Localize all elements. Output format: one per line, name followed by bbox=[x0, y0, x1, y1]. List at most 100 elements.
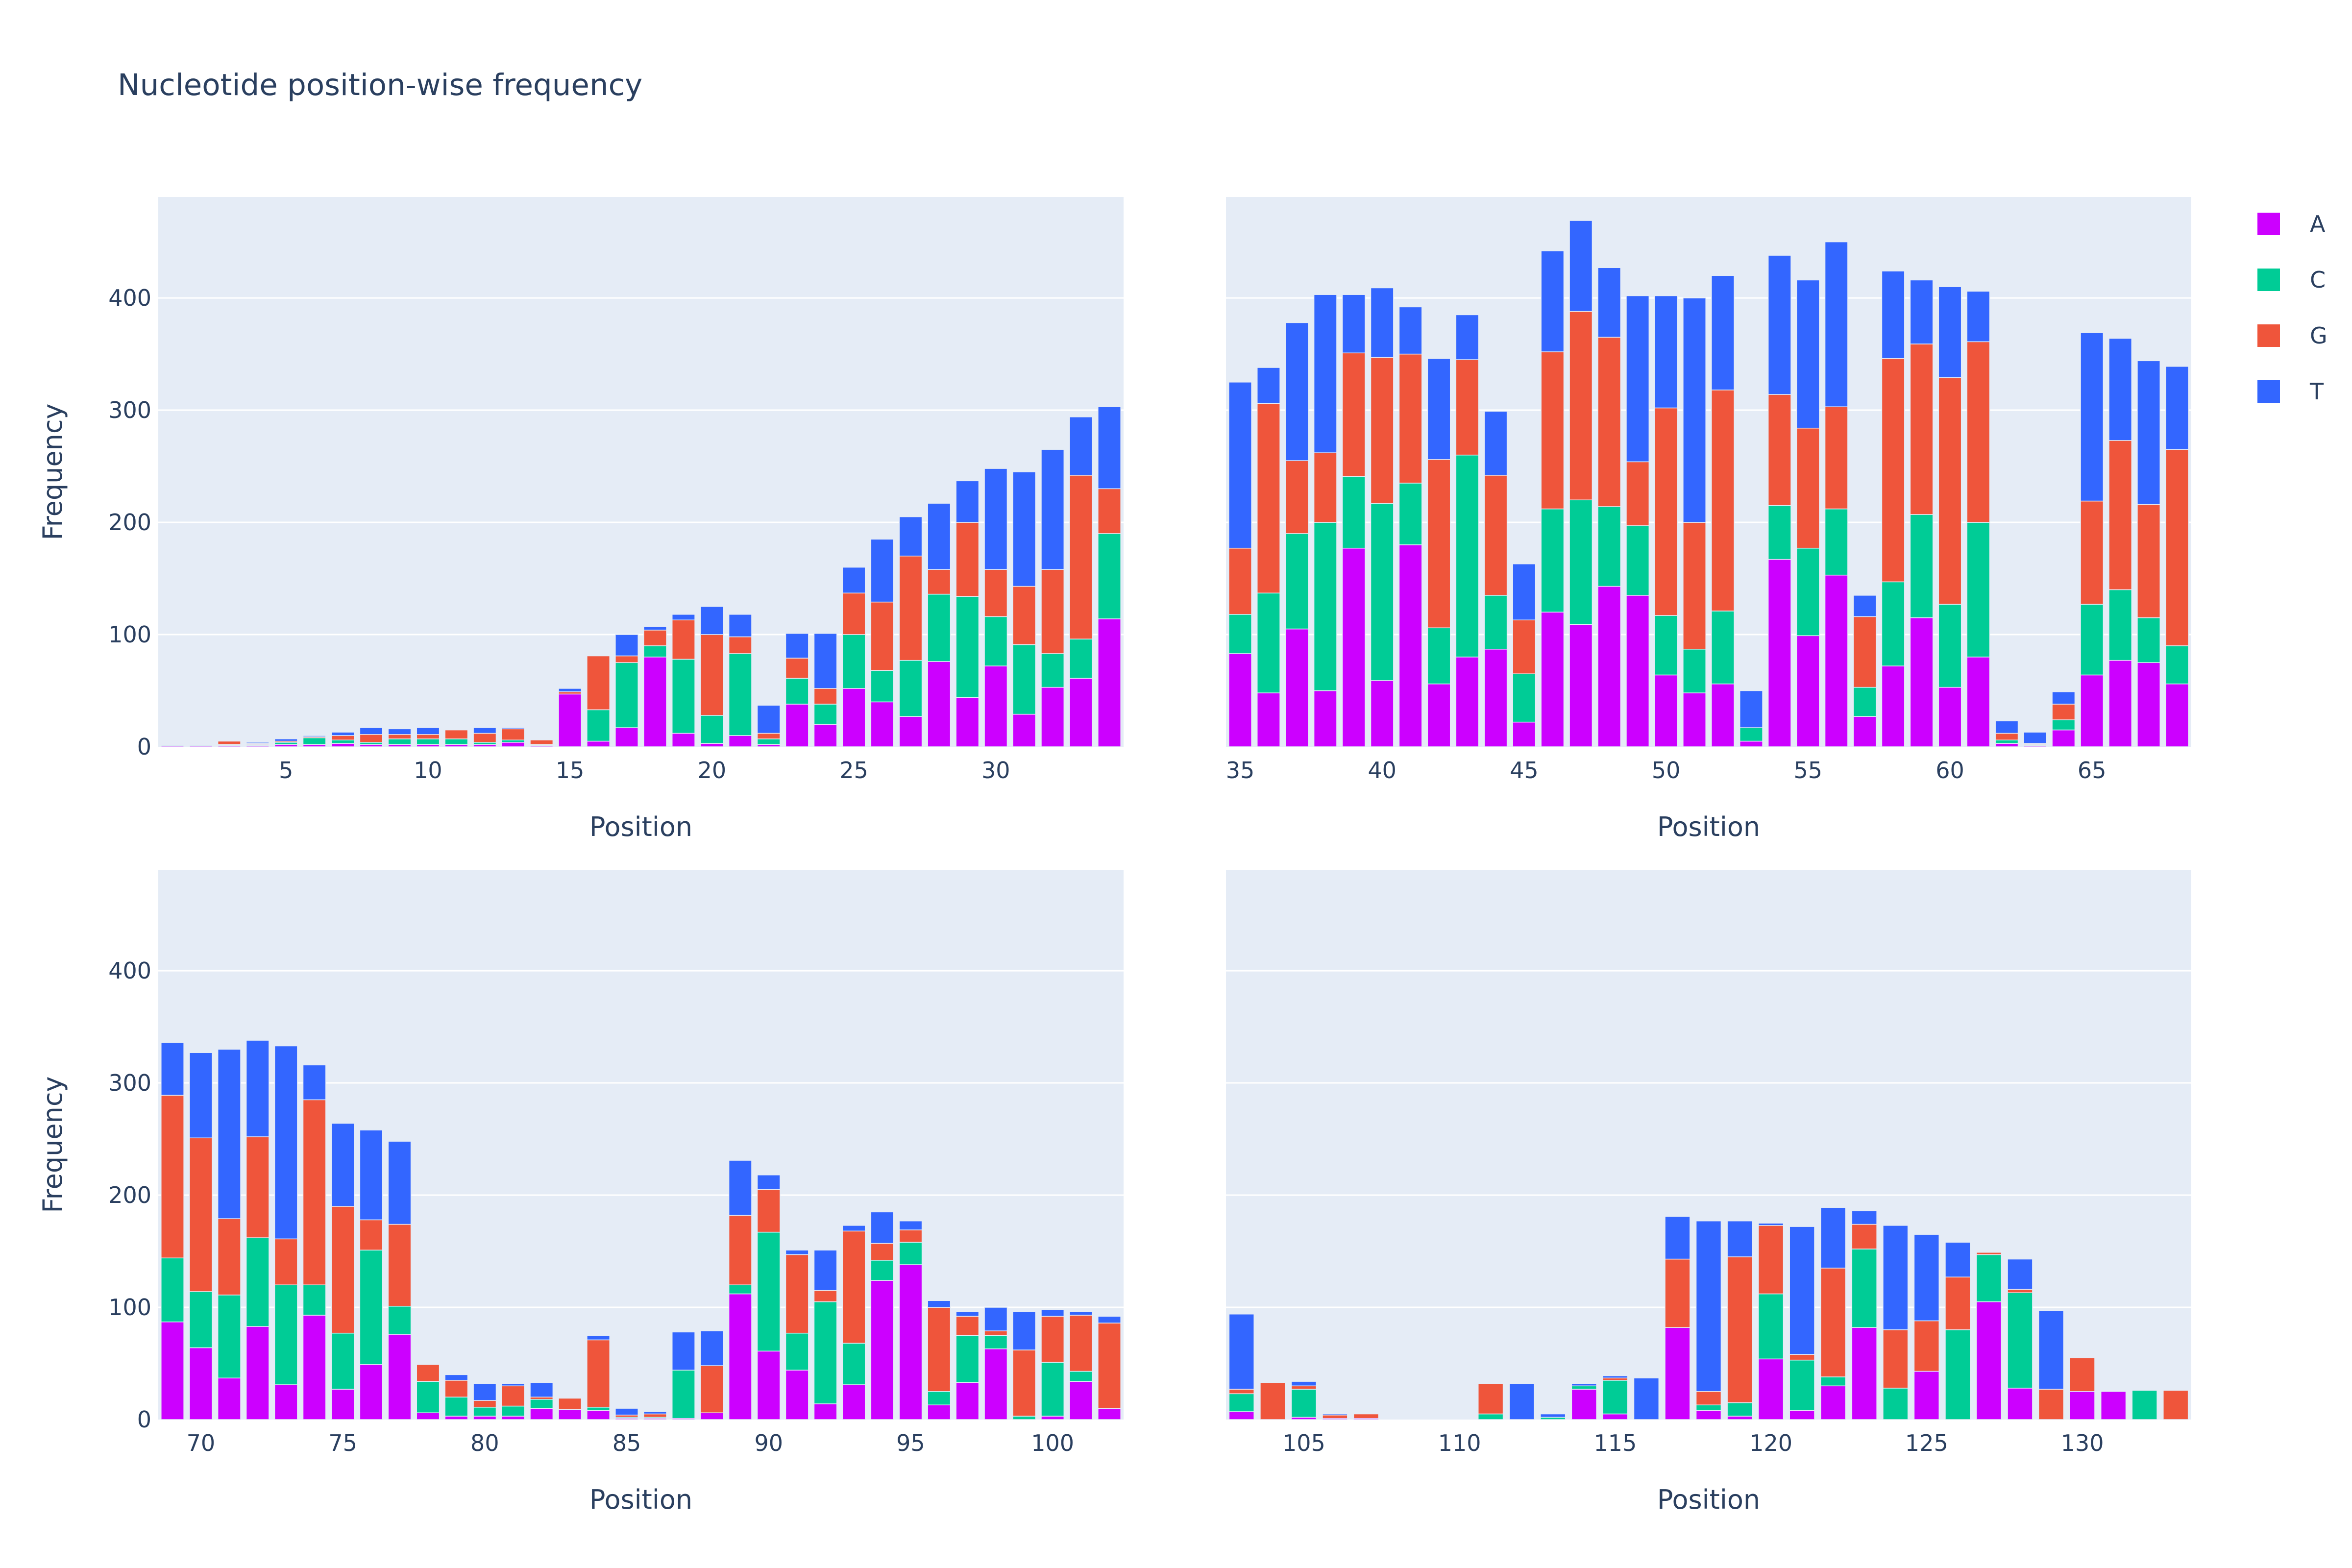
bar-G-72[interactable] bbox=[245, 1136, 270, 1238]
bar-T-39[interactable] bbox=[1342, 294, 1366, 354]
bar-C-26[interactable] bbox=[870, 670, 894, 703]
bar-A-58[interactable] bbox=[1881, 665, 1905, 747]
bar-G-39[interactable] bbox=[1342, 352, 1366, 477]
bar-A-79[interactable] bbox=[444, 1416, 468, 1420]
bar-G-51[interactable] bbox=[1683, 522, 1706, 650]
bar-T-80[interactable] bbox=[473, 1383, 497, 1401]
bar-C-67[interactable] bbox=[2137, 617, 2161, 663]
bar-C-128[interactable] bbox=[2007, 1292, 2033, 1389]
bar-G-111[interactable] bbox=[1477, 1383, 1504, 1415]
bar-T-49[interactable] bbox=[1626, 295, 1650, 463]
bar-T-113[interactable] bbox=[1540, 1413, 1566, 1418]
bar-C-76[interactable] bbox=[359, 1250, 383, 1365]
bar-A-100[interactable] bbox=[1041, 1416, 1065, 1420]
bar-A-93[interactable] bbox=[842, 1384, 866, 1420]
bar-A-81[interactable] bbox=[501, 1416, 525, 1420]
bar-A-56[interactable] bbox=[1824, 574, 1848, 747]
bar-C-55[interactable] bbox=[1796, 547, 1820, 637]
bar-A-78[interactable] bbox=[416, 1412, 440, 1420]
bar-A-19[interactable] bbox=[671, 733, 695, 747]
bar-A-21[interactable] bbox=[728, 735, 752, 747]
bar-A-61[interactable] bbox=[1966, 657, 1990, 747]
bar-C-40[interactable] bbox=[1370, 503, 1394, 681]
bar-T-5[interactable] bbox=[274, 738, 298, 742]
bar-C-126[interactable] bbox=[1945, 1329, 1971, 1420]
bar-C-49[interactable] bbox=[1626, 525, 1650, 596]
bar-G-125[interactable] bbox=[1913, 1320, 1940, 1372]
bar-G-84[interactable] bbox=[587, 1339, 611, 1408]
bar-T-79[interactable] bbox=[444, 1374, 468, 1381]
bar-T-10[interactable] bbox=[416, 727, 440, 735]
bar-C-81[interactable] bbox=[501, 1405, 525, 1417]
bar-T-105[interactable] bbox=[1291, 1381, 1317, 1387]
bar-T-34[interactable] bbox=[1098, 406, 1121, 490]
bar-G-122[interactable] bbox=[1820, 1268, 1846, 1377]
bar-T-106[interactable] bbox=[1322, 1413, 1348, 1416]
bar-G-36[interactable] bbox=[1256, 403, 1280, 594]
bar-C-87[interactable] bbox=[671, 1370, 695, 1419]
bar-T-29[interactable] bbox=[956, 480, 980, 523]
bar-C-97[interactable] bbox=[956, 1335, 980, 1383]
bar-T-51[interactable] bbox=[1683, 297, 1706, 523]
bar-G-129[interactable] bbox=[2038, 1389, 2064, 1420]
bar-A-83[interactable] bbox=[558, 1409, 582, 1420]
bar-T-28[interactable] bbox=[927, 503, 951, 570]
bar-C-103[interactable] bbox=[1228, 1393, 1254, 1412]
bar-A-118[interactable] bbox=[1695, 1410, 1722, 1420]
bar-C-50[interactable] bbox=[1654, 615, 1678, 676]
bar-T-15[interactable] bbox=[558, 688, 582, 692]
bar-G-133[interactable] bbox=[2163, 1390, 2189, 1420]
bar-T-64[interactable] bbox=[2052, 691, 2076, 705]
legend[interactable]: A C G T bbox=[2257, 211, 2328, 405]
bar-T-52[interactable] bbox=[1711, 275, 1735, 391]
bar-C-43[interactable] bbox=[1455, 454, 1479, 658]
bar-T-125[interactable] bbox=[1913, 1234, 1940, 1322]
bar-A-47[interactable] bbox=[1569, 624, 1593, 747]
bar-G-121[interactable] bbox=[1789, 1354, 1815, 1361]
bar-C-42[interactable] bbox=[1427, 627, 1451, 685]
bar-T-84[interactable] bbox=[587, 1335, 611, 1341]
bar-G-126[interactable] bbox=[1945, 1276, 1971, 1330]
bar-G-9[interactable] bbox=[388, 734, 412, 739]
bar-A-37[interactable] bbox=[1285, 628, 1309, 747]
bar-A-80[interactable] bbox=[473, 1416, 497, 1420]
bar-T-56[interactable] bbox=[1824, 241, 1848, 407]
bar-C-127[interactable] bbox=[1976, 1254, 2002, 1302]
bar-C-74[interactable] bbox=[302, 1284, 326, 1316]
bar-T-23[interactable] bbox=[785, 633, 809, 659]
bar-C-64[interactable] bbox=[2052, 719, 2076, 731]
bar-T-63[interactable] bbox=[2023, 732, 2047, 744]
bar-G-70[interactable] bbox=[189, 1137, 213, 1292]
bar-C-114[interactable] bbox=[1571, 1385, 1597, 1390]
bar-T-89[interactable] bbox=[728, 1160, 752, 1216]
bar-C-118[interactable] bbox=[1695, 1404, 1722, 1411]
bar-G-92[interactable] bbox=[813, 1290, 837, 1302]
bar-A-91[interactable] bbox=[785, 1370, 809, 1420]
bar-A-59[interactable] bbox=[1910, 617, 1934, 747]
bar-T-40[interactable] bbox=[1370, 287, 1394, 358]
bar-T-46[interactable] bbox=[1541, 250, 1565, 352]
bar-A-114[interactable] bbox=[1571, 1389, 1597, 1420]
bar-C-6[interactable] bbox=[302, 737, 326, 745]
bar-A-38[interactable] bbox=[1313, 690, 1337, 747]
bar-C-18[interactable] bbox=[643, 645, 667, 658]
bar-G-123[interactable] bbox=[1851, 1224, 1877, 1250]
bar-C-60[interactable] bbox=[1938, 604, 1962, 688]
bar-A-102[interactable] bbox=[1098, 1408, 1121, 1420]
bar-G-22[interactable] bbox=[757, 733, 781, 739]
bar-C-132[interactable] bbox=[2132, 1390, 2157, 1420]
bar-G-14[interactable] bbox=[530, 739, 554, 745]
bar-A-121[interactable] bbox=[1789, 1410, 1815, 1420]
bar-C-11[interactable] bbox=[444, 738, 468, 745]
bar-A-115[interactable] bbox=[1602, 1413, 1628, 1420]
bar-A-60[interactable] bbox=[1938, 686, 1962, 747]
bar-T-116[interactable] bbox=[1633, 1377, 1660, 1420]
bar-A-84[interactable] bbox=[587, 1410, 611, 1420]
bar-A-31[interactable] bbox=[1012, 713, 1036, 747]
bar-T-12[interactable] bbox=[473, 727, 497, 734]
bar-T-74[interactable] bbox=[302, 1064, 326, 1101]
bar-A-26[interactable] bbox=[870, 701, 894, 747]
bar-C-39[interactable] bbox=[1342, 476, 1366, 549]
bar-G-89[interactable] bbox=[728, 1215, 752, 1285]
bar-T-18[interactable] bbox=[643, 626, 667, 631]
